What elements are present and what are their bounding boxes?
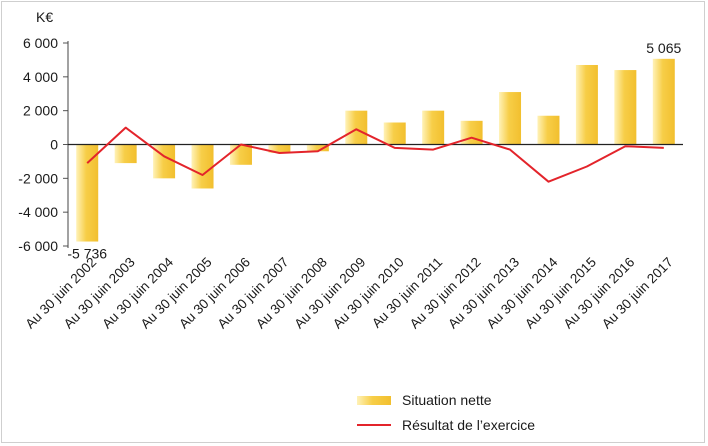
- axis-lines: [67, 41, 683, 248]
- bar-value-annotation: 5 065: [646, 40, 681, 56]
- bar-situation-nette: [306, 144, 329, 152]
- line-resultat-exercice: [86, 126, 664, 183]
- bar-situation-nette: [383, 122, 406, 145]
- legend-label-situation-nette: Situation nette: [402, 392, 492, 408]
- legend: Situation nette Résultat de l’exercice: [357, 392, 535, 433]
- bar-situation-nette: [191, 144, 214, 189]
- y-tick-label: -2 000: [18, 170, 58, 186]
- bar-situation-nette: [499, 92, 522, 145]
- y-tick-label: 0: [50, 137, 58, 153]
- bar-value-annotation: -5 736: [67, 246, 107, 262]
- annotations: -5 736 5 065: [67, 40, 681, 262]
- bar-situation-nette: [268, 144, 291, 153]
- y-tick-label: -6 000: [18, 238, 58, 254]
- bar-situation-nette: [229, 144, 252, 165]
- bar-situation-nette: [537, 115, 560, 145]
- legend-label-resultat: Résultat de l’exercice: [402, 417, 535, 433]
- legend-swatch-bar: [357, 396, 391, 405]
- y-tick-label: 6 000: [23, 35, 58, 51]
- legend-item-resultat: Résultat de l’exercice: [357, 417, 535, 433]
- y-axis-unit-label: K€: [36, 9, 53, 25]
- bar-situation-nette: [114, 144, 137, 164]
- bar-situation-nette: [422, 110, 445, 145]
- x-tick-label: Au 30 juin 2017: [599, 255, 676, 332]
- bar-situation-nette: [575, 64, 598, 145]
- bar-situation-nette: [652, 58, 675, 145]
- legend-item-situation-nette: Situation nette: [357, 392, 492, 408]
- y-tick-label: 2 000: [23, 103, 58, 119]
- y-tick-label: 4 000: [23, 69, 58, 85]
- bar-situation-nette: [76, 144, 99, 242]
- line-series: [86, 126, 664, 183]
- bar-series: [76, 58, 675, 242]
- bar-situation-nette: [345, 110, 368, 145]
- y-axis: 6 000 4 000 2 000 0 -2 000 -4 000 -6 000: [18, 35, 68, 254]
- bar-situation-nette: [614, 70, 637, 145]
- y-tick-label: -4 000: [18, 204, 58, 220]
